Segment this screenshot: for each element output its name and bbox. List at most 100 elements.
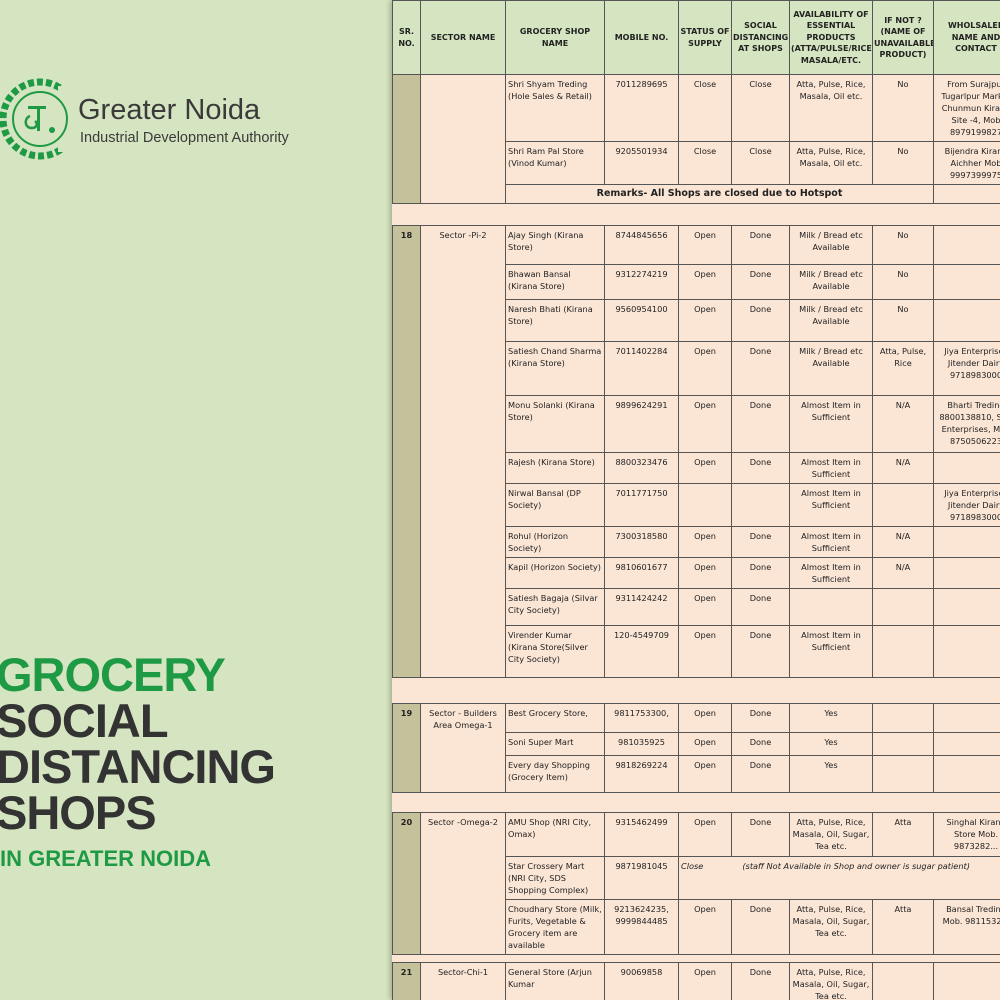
spacer-cell <box>392 792 1000 813</box>
shop-cell: Naresh Bhati (Kirana Store) <box>505 299 605 342</box>
wholesaler-cell: Bijendra Kirana Aichher Mob 9997399975 <box>933 141 1000 185</box>
mobile-cell: 9213624235, 9999844485 <box>604 899 679 955</box>
shop-cell: AMU Shop (NRI City, Omax) <box>505 812 605 857</box>
status-cell: Open <box>678 588 732 626</box>
wholesaler-cell <box>933 755 1000 793</box>
distancing-cell <box>731 483 790 527</box>
col-availability: AVAILABILITY OF ESSENTIAL PRODUCTS (ATTA… <box>789 0 873 75</box>
table-row: Every day Shopping (Grocery Item) 981826… <box>393 755 1000 793</box>
mobile-cell: 9312274219 <box>604 264 679 300</box>
distancing-cell: Done <box>731 557 790 589</box>
distancing-cell: Close <box>731 74 790 142</box>
table-row: 18 Sector -Pi-2 Ajay Singh (Kirana Store… <box>392 225 1000 678</box>
sector-cell: Sector - Builders Area Omega-1 <box>420 703 506 793</box>
status-cell: Open <box>678 264 732 300</box>
mobile-cell: 9560954100 <box>604 299 679 342</box>
sector-cell: Sector -Pi-2 <box>420 225 506 678</box>
shop-cell: Monu Solanki (Kirana Store) <box>505 395 605 453</box>
mobile-cell: 120-4549709 <box>604 625 679 678</box>
status-cell <box>678 483 732 527</box>
ifnot-cell: No <box>872 74 934 142</box>
shop-cell: Kapil (Horizon Society) <box>505 557 605 589</box>
ifnot-cell: No <box>872 299 934 342</box>
spacer-cell <box>392 954 1000 963</box>
mobile-cell: 7011402284 <box>604 341 679 396</box>
ifnot-cell: N/A <box>872 452 934 484</box>
status-cell: Open <box>678 703 732 733</box>
mobile-cell: 7011289695 <box>604 74 679 142</box>
mobile-cell: 9818269224 <box>604 755 679 793</box>
distancing-cell: Done <box>731 625 790 678</box>
wholesaler-cell <box>933 526 1000 558</box>
shop-cell: Star Crossery Mart (NRI City, SDS Shoppi… <box>505 856 605 900</box>
shop-cell: Best Grocery Store, <box>505 703 605 733</box>
mobile-cell: 90069858 <box>604 962 679 1000</box>
shop-cell: Satiesh Bagaja (Silvar City Society) <box>505 588 605 626</box>
mobile-cell: 9311424242 <box>604 588 679 626</box>
wholesaler-cell <box>933 225 1000 265</box>
availability-cell: Atta, Pulse, Rice, Masala, Oil etc. <box>789 74 873 142</box>
col-shop: GROCERY SHOP NAME <box>505 0 605 75</box>
table-row: 21 Sector-Chi-1 General Store (Arjun Kum… <box>392 962 1000 1000</box>
ifnot-cell: No <box>872 141 934 185</box>
table-row: Satiesh Chand Sharma (Kirana Store) 7011… <box>393 341 1000 396</box>
brand-name: Greater Noida <box>78 94 261 126</box>
shop-cell: Nirwal Bansal (DP Society) <box>505 483 605 527</box>
headline: GROCERY SOCIAL DISTANCING SHOPS <box>0 648 388 836</box>
availability-cell: Milk / Bread etc Available <box>789 299 873 342</box>
col-distancing: SOCIAL DISTANCING AT SHOPS <box>731 0 790 75</box>
distancing-cell: Done <box>731 526 790 558</box>
status-cell: Open <box>678 625 732 678</box>
wholesaler-cell <box>933 557 1000 589</box>
table-row: Satiesh Bagaja (Silvar City Society) 931… <box>393 588 1000 626</box>
wholesaler-cell <box>933 962 1000 1000</box>
sr-cell: 20 <box>392 812 421 955</box>
status-cell: Open <box>678 557 732 589</box>
wholesaler-cell <box>933 703 1000 733</box>
spacer-row <box>392 954 1000 963</box>
headline-line-3: DISTANCING <box>0 740 276 793</box>
distancing-cell: Done <box>731 341 790 396</box>
status-cell: Open <box>678 341 732 396</box>
status-note-cell: Close (staff Not Available in Shop and o… <box>679 857 1000 900</box>
wholesaler-cell <box>933 299 1000 342</box>
availability-cell: Atta, Pulse, Rice, Masala, Oil, Sugar, T… <box>789 962 873 1000</box>
sector-cell <box>420 74 506 204</box>
status-cell: Open <box>678 225 732 265</box>
status-cell: Open <box>678 899 732 955</box>
col-mobile: MOBILE NO. <box>604 0 679 75</box>
gnida-logo: Greater Noida Industrial Development Aut… <box>0 72 300 167</box>
availability-cell: Yes <box>789 755 873 793</box>
ifnot-cell <box>872 703 934 733</box>
distancing-cell: Done <box>731 732 790 756</box>
availability-cell: Milk / Bread etc Available <box>789 341 873 396</box>
spacer-cell <box>392 677 1000 704</box>
mobile-cell: 8800323476 <box>604 452 679 484</box>
wholesaler-cell: From Surajpur Tugarlpur Market Chunmun K… <box>933 74 1000 142</box>
status-cell: Open <box>678 452 732 484</box>
table-header: SR. NO. SECTOR NAME GROCERY SHOP NAME MO… <box>392 0 1000 75</box>
wholesaler-cell <box>933 625 1000 678</box>
status-cell: Close <box>678 141 732 185</box>
table-row: Shri Shyam Treding (Hole Sales & Retail)… <box>392 74 1000 204</box>
distancing-cell: Done <box>731 812 790 857</box>
shop-cell: Virender Kumar (Kirana Store(Silver City… <box>505 625 605 678</box>
availability-cell: Almost Item in Sufficient <box>789 526 873 558</box>
mobile-cell: 9871981045 <box>604 856 679 900</box>
col-sr: SR. NO. <box>392 0 421 75</box>
ifnot-cell: N/A <box>872 557 934 589</box>
headline-line-1: GROCERY <box>0 648 226 701</box>
ifnot-cell <box>872 625 934 678</box>
status-cell: Close <box>681 861 704 871</box>
wholesaler-cell: Jiya Enterprises Jitender Dairy 97189830… <box>933 483 1000 527</box>
wholesaler-cell <box>933 732 1000 756</box>
shop-cell: Shri Ram Pal Store (Vinod Kumar) <box>505 141 605 185</box>
mobile-cell: 981035925 <box>604 732 679 756</box>
ifnot-cell <box>872 732 934 756</box>
col-status: STATUS OF SUPPLY <box>678 0 732 75</box>
mobile-cell: 8744845656 <box>604 225 679 265</box>
sector-cell: Sector -Omega-2 <box>420 812 506 955</box>
col-wholesaler: WHOLSALER NAME AND CONTACT <box>933 0 1000 75</box>
status-cell: Open <box>678 812 732 857</box>
col-sector: SECTOR NAME <box>420 0 506 75</box>
